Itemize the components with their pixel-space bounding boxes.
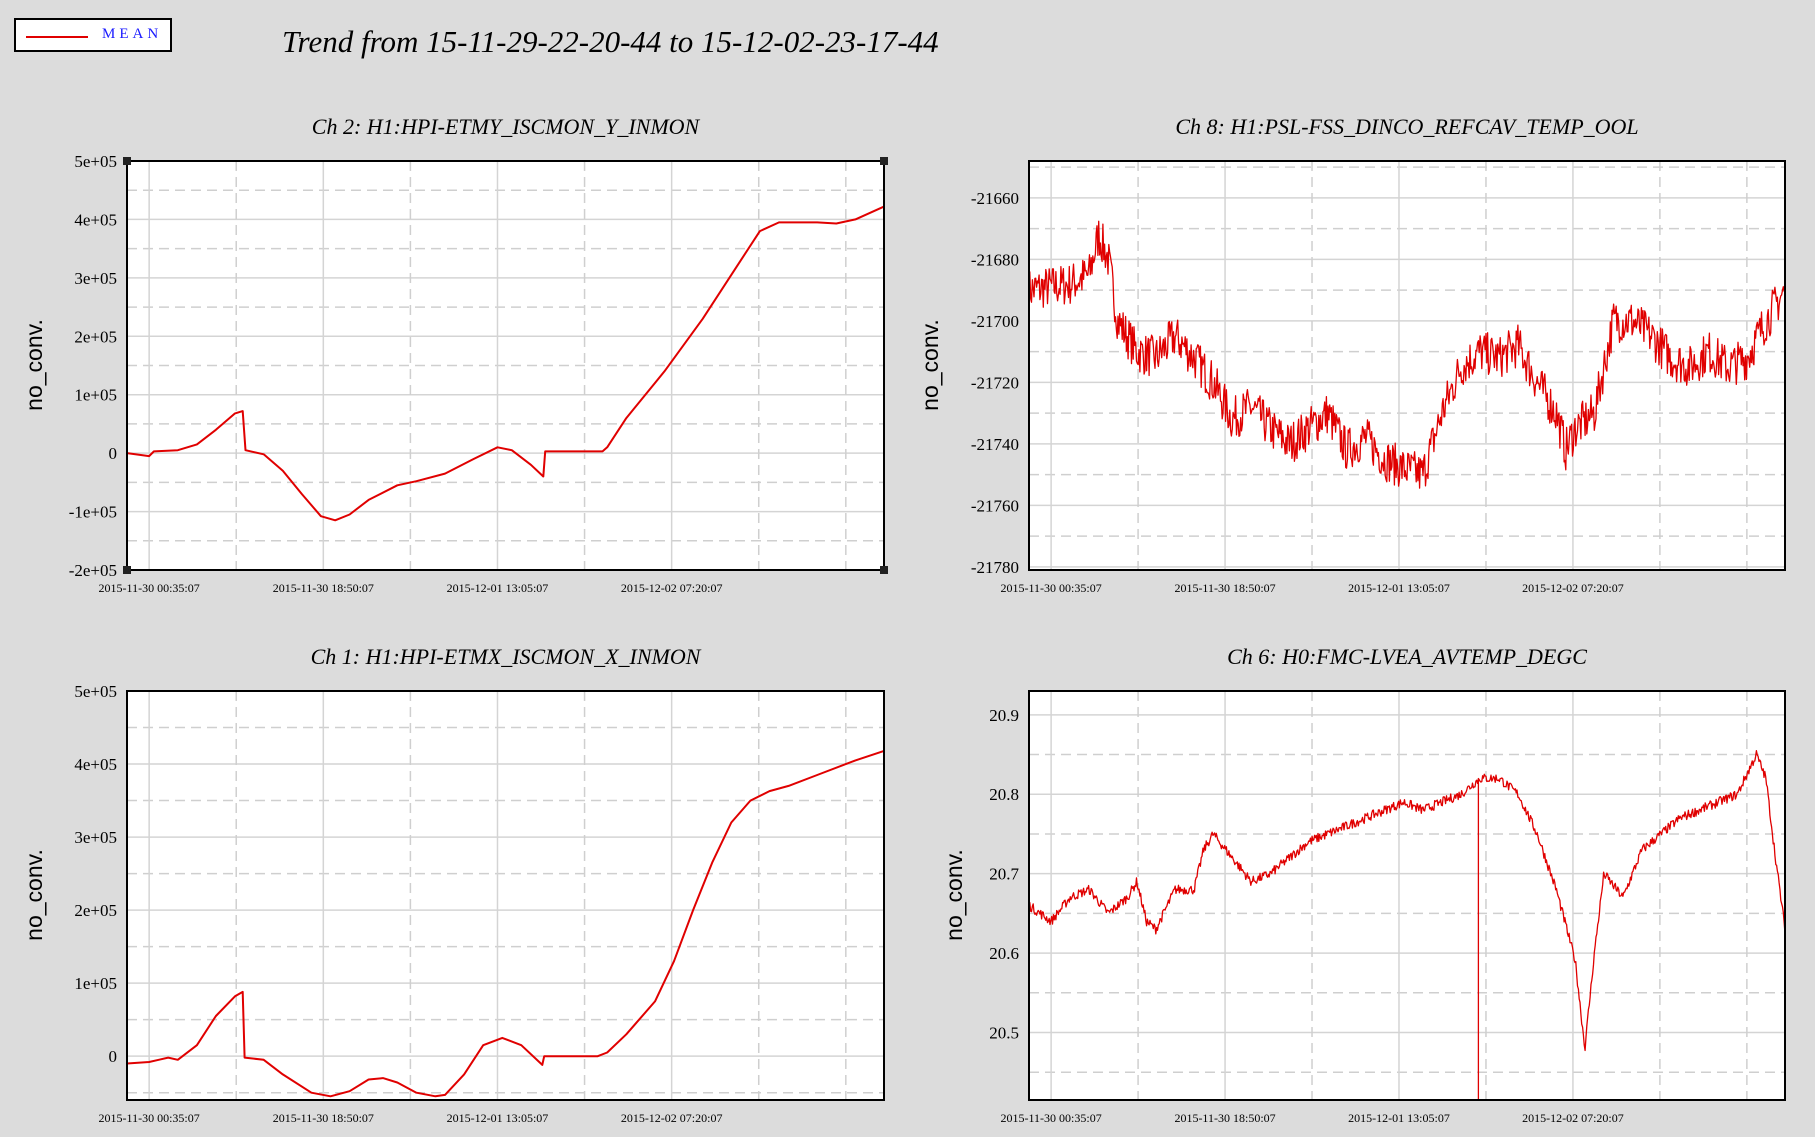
y-tick-label: -21740	[971, 435, 1019, 454]
x-tick-label: 2015-12-02 07:20:07	[1522, 581, 1624, 595]
x-tick-label: 2015-12-02 07:20:07	[1522, 1111, 1624, 1125]
y-axis-label: no_conv.	[21, 849, 47, 941]
y-tick-label: 2e+05	[74, 901, 117, 920]
x-tick-label: 2015-11-30 00:35:07	[99, 581, 200, 595]
x-tick-label: 2015-11-30 00:35:07	[1001, 1111, 1102, 1125]
y-tick-label: 20.8	[989, 785, 1019, 804]
y-tick-label: 20.7	[989, 865, 1019, 884]
x-tick-label: 2015-11-30 00:35:07	[1001, 581, 1102, 595]
y-tick-label: -21780	[971, 558, 1019, 577]
plot-area	[1029, 691, 1785, 1100]
y-tick-label: 0	[109, 1047, 118, 1066]
x-tick-label: 2015-11-30 00:35:07	[99, 1111, 200, 1125]
y-tick-label: 1e+05	[74, 386, 117, 405]
y-tick-label: 5e+05	[74, 682, 117, 701]
selection-handle	[123, 157, 131, 165]
x-tick-label: 2015-12-01 13:05:07	[447, 1111, 549, 1125]
chart-title: Ch 8: H1:PSL-FSS_DINCO_REFCAV_TEMP_OOL	[1175, 114, 1638, 139]
y-tick-label: 4e+05	[74, 210, 117, 229]
y-tick-label: 5e+05	[74, 152, 117, 171]
chart-title: Ch 2: H1:HPI-ETMY_ISCMON_Y_INMON	[312, 114, 701, 139]
plot-frame	[126, 160, 885, 571]
y-tick-label: 2e+05	[74, 327, 117, 346]
plot-frame	[1028, 690, 1786, 1101]
x-tick-label: 2015-12-01 13:05:07	[1348, 1111, 1450, 1125]
chart-title: Ch 6: H0:FMC-LVEA_AVTEMP_DEGC	[1227, 644, 1587, 669]
y-tick-label: 3e+05	[74, 269, 117, 288]
y-tick-label: -2e+05	[69, 561, 117, 580]
y-tick-label: -21700	[971, 312, 1019, 331]
series-line-mean	[126, 205, 885, 522]
y-tick-label: -21660	[971, 189, 1019, 208]
y-tick-label: -1e+05	[69, 503, 117, 522]
plot-area	[127, 691, 884, 1100]
series-line-mean	[126, 749, 885, 1098]
legend-line-swatch	[26, 36, 88, 38]
selection-handle	[123, 566, 131, 574]
x-tick-label: 2015-12-01 13:05:07	[447, 581, 549, 595]
y-axis-label: no_conv.	[21, 319, 47, 411]
y-tick-label: 20.5	[989, 1023, 1019, 1042]
x-tick-label: 2015-12-02 07:20:07	[621, 1111, 723, 1125]
x-tick-label: 2015-11-30 18:50:07	[273, 1111, 374, 1125]
y-tick-label: 4e+05	[74, 755, 117, 774]
y-tick-label: 1e+05	[74, 974, 117, 993]
y-axis-label: no_conv.	[941, 849, 967, 941]
page-title: Trend from 15-11-29-22-20-44 to 15-12-02…	[282, 24, 939, 59]
x-tick-label: 2015-12-01 13:05:07	[1348, 581, 1450, 595]
legend-label: MEAN	[102, 26, 163, 42]
y-axis-label: no_conv.	[917, 319, 943, 411]
y-tick-label: -21720	[971, 373, 1019, 392]
selection-handle	[880, 157, 888, 165]
x-tick-label: 2015-11-30 18:50:07	[1174, 1111, 1275, 1125]
y-tick-label: 3e+05	[74, 828, 117, 847]
selection-handle	[880, 566, 888, 574]
x-tick-label: 2015-11-30 18:50:07	[1174, 581, 1275, 595]
chart-title: Ch 1: H1:HPI-ETMX_ISCMON_X_INMON	[311, 644, 702, 669]
x-tick-label: 2015-11-30 18:50:07	[273, 581, 374, 595]
plot-frame	[1028, 160, 1786, 571]
y-tick-label: -21680	[971, 250, 1019, 269]
y-tick-label: 0	[109, 444, 118, 463]
y-tick-label: -21760	[971, 496, 1019, 515]
x-tick-label: 2015-12-02 07:20:07	[621, 581, 723, 595]
series-line-mean	[1028, 750, 1786, 1101]
y-tick-label: 20.9	[989, 706, 1019, 725]
series-line-mean	[1028, 220, 1786, 489]
y-tick-label: 20.6	[989, 944, 1019, 963]
plot-frame	[126, 690, 885, 1101]
legend: MEAN	[14, 18, 172, 52]
